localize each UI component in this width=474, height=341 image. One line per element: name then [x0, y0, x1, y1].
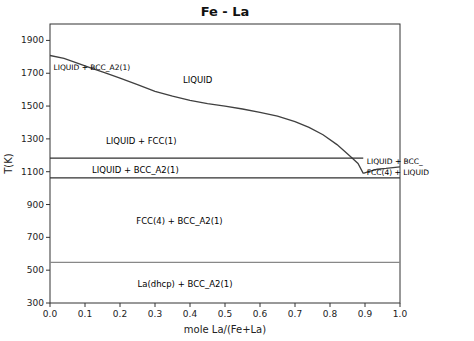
- x-tick-label: 0.6: [253, 309, 268, 319]
- y-tick: [46, 40, 50, 41]
- x-tick-label: 0.1: [78, 309, 92, 319]
- x-tick-label: 0.4: [183, 309, 198, 319]
- x-tick: [400, 303, 401, 307]
- y-tick-label: 1700: [21, 68, 44, 78]
- x-tick-label: 0.7: [288, 309, 302, 319]
- x-axis-label: mole La/(Fe+La): [184, 324, 266, 335]
- x-tick: [330, 303, 331, 307]
- plot-frame: [50, 24, 400, 303]
- y-tick-label: 1300: [21, 134, 44, 144]
- annotation: LIQUID + BCC_A2(1): [92, 165, 179, 175]
- series-line: [50, 177, 400, 178]
- x-tick: [225, 303, 226, 307]
- y-tick-label: 1100: [21, 167, 44, 177]
- x-tick-label: 0.2: [113, 309, 127, 319]
- chart: 0.0 0.1 0.2 0.3 0.4 0.5 0.6 0.7 0.8 0.9 1.0 300 500 7…: [0, 0, 474, 341]
- y-tick: [46, 270, 50, 271]
- x-tick: [295, 303, 296, 307]
- x-tick-label: 1.0: [393, 309, 408, 319]
- y-tick: [46, 73, 50, 74]
- y-tick: [46, 171, 50, 172]
- x-tick: [155, 303, 156, 307]
- x-tick: [260, 303, 261, 307]
- series-line: [50, 56, 363, 174]
- x-tick: [85, 303, 86, 307]
- x-tick: [365, 303, 366, 307]
- annotation: FCC(4) + BCC_A2(1): [136, 216, 222, 226]
- x-tick: [50, 303, 51, 307]
- series-line: [50, 157, 363, 158]
- y-tick-label: 1500: [21, 101, 44, 111]
- y-tick-label: 700: [27, 232, 44, 242]
- y-tick-label: 300: [27, 298, 44, 308]
- series-line: [50, 262, 400, 263]
- x-tick: [120, 303, 121, 307]
- x-tick-label: 0.9: [358, 309, 373, 319]
- y-tick: [46, 106, 50, 107]
- y-tick: [46, 204, 50, 205]
- y-axis-label: T(K): [3, 153, 14, 175]
- annotation: LIQUID + BCC_A2(1): [54, 63, 131, 72]
- y-tick-label: 900: [27, 200, 44, 210]
- annotation: FCC(4) + LIQUID: [367, 168, 429, 177]
- x-tick-label: 0.3: [148, 309, 162, 319]
- y-tick: [46, 303, 50, 304]
- x-tick-label: 0.8: [323, 309, 338, 319]
- y-tick: [46, 237, 50, 238]
- annotation: LIQUID + FCC(1): [106, 136, 177, 146]
- title: Fe - La: [201, 4, 250, 19]
- plot-area: [50, 56, 400, 263]
- y-tick-label: 1900: [21, 35, 44, 45]
- x-tick: [190, 303, 191, 307]
- annotation: LIQUID + BCC_: [367, 157, 423, 166]
- annotation: La(dhcp) + BCC_A2(1): [138, 279, 233, 289]
- y-tick: [46, 138, 50, 139]
- x-tick-label: 0.5: [218, 309, 232, 319]
- x-tick-label: 0.0: [43, 309, 58, 319]
- annotation: LIQUID: [183, 75, 213, 85]
- y-tick-label: 500: [27, 265, 44, 275]
